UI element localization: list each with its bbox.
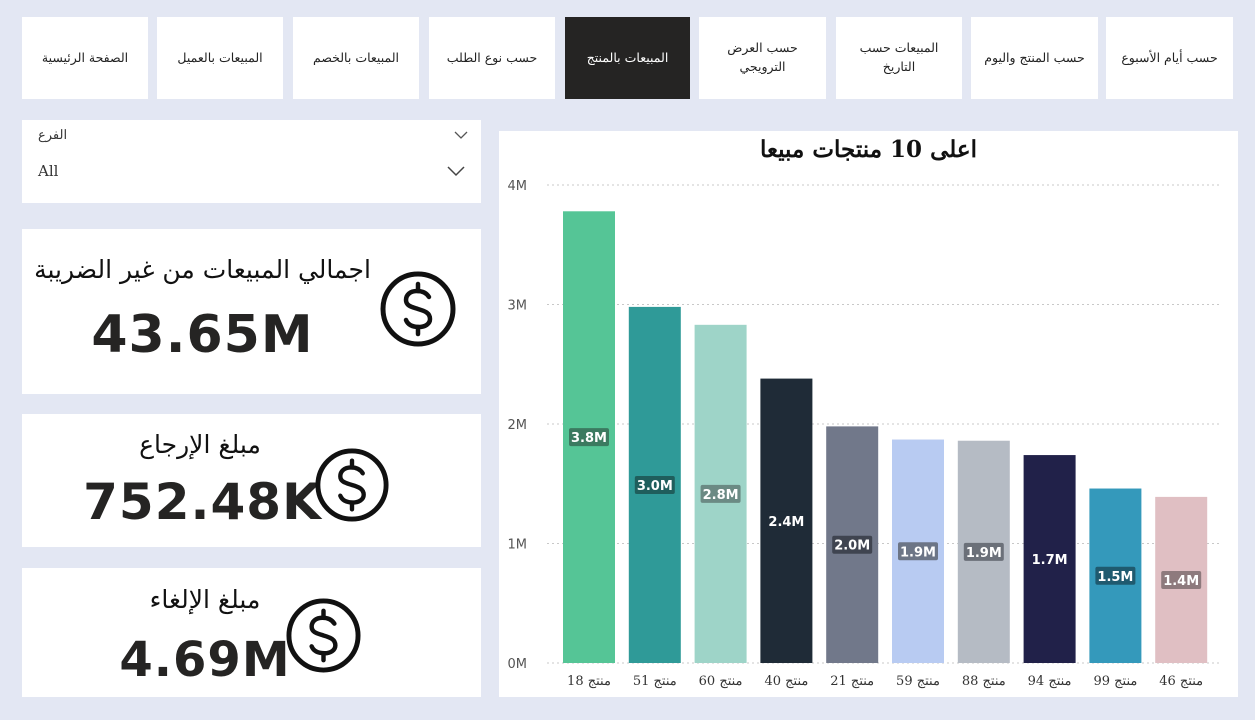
- chevron-down-icon[interactable]: [454, 130, 468, 140]
- data-label: 1.9M: [966, 546, 1002, 561]
- data-label: 1.9M: [900, 545, 936, 560]
- x-tick-label: منتج 94: [1028, 674, 1072, 689]
- nav-tab[interactable]: المبيعات بالعميل: [157, 17, 283, 99]
- data-label-box: [1161, 570, 1202, 589]
- slicer-title: الفرع: [38, 128, 68, 143]
- x-tick-label: منتج 18: [567, 674, 611, 689]
- y-tick-label: 1M: [508, 538, 528, 553]
- nav-tab[interactable]: المبيعات حسب التاريخ: [836, 17, 962, 99]
- chevron-down-icon[interactable]: [447, 165, 465, 177]
- data-label-box: [963, 542, 1004, 561]
- nav-tab[interactable]: حسب العرض الترويجي: [699, 17, 826, 99]
- dollar-icon: [380, 271, 456, 347]
- x-tick-label: منتج 59: [896, 674, 940, 689]
- kpi-card-cancel: [22, 568, 481, 697]
- kpi-label: اجمالي المبيعات من غير الضريبة: [34, 255, 371, 284]
- bar-chart: 0M 1M 2M 3M 4M 3.8M منتج 18 3.0M منتج 51 2.8M منتج…: [508, 179, 1219, 689]
- data-label-box: [1095, 566, 1136, 585]
- data-label-box: [832, 535, 873, 554]
- data-label: 2.8M: [703, 488, 739, 503]
- data-label-box: [766, 511, 807, 530]
- data-label: 2.4M: [768, 515, 804, 530]
- data-label-box: [700, 484, 741, 503]
- nav-tab[interactable]: الصفحة الرئيسية: [22, 17, 148, 99]
- y-tick-label: 4M: [508, 179, 528, 194]
- slicer-value[interactable]: All: [38, 162, 59, 180]
- data-label: 1.5M: [1097, 570, 1133, 585]
- data-label-box: [569, 428, 609, 447]
- x-tick-label: منتج 60: [699, 674, 743, 689]
- data-label: 1.7M: [1032, 553, 1068, 568]
- data-label-box: [634, 475, 675, 494]
- kpi-value: 43.65M: [91, 305, 314, 365]
- y-tick-label: 0M: [508, 657, 528, 672]
- x-tick-label: منتج 99: [1093, 674, 1137, 689]
- dollar-icon: [315, 448, 389, 522]
- x-tick-label: منتج 21: [830, 674, 874, 689]
- dollar-icon: [286, 598, 361, 673]
- x-tick-label: منتج 88: [962, 674, 1006, 689]
- x-tick-label: منتج 40: [764, 674, 808, 689]
- y-tick-label: 2M: [508, 418, 528, 433]
- nav-tab[interactable]: حسب المنتج واليوم: [971, 17, 1098, 99]
- kpi-card-sales: [22, 229, 481, 394]
- nav-tab[interactable]: المبيعات بالخصم: [293, 17, 419, 99]
- kpi-label: مبلغ الإرجاع: [139, 430, 261, 459]
- data-label-box: [1029, 550, 1070, 569]
- x-tick-label: منتج 46: [1159, 674, 1203, 689]
- data-label: 1.4M: [1163, 574, 1199, 589]
- data-label: 2.0M: [834, 539, 870, 554]
- y-tick-label: 3M: [508, 299, 528, 314]
- data-label: 3.0M: [637, 479, 673, 494]
- data-label: 3.8M: [571, 431, 607, 446]
- kpi-card-returns: [22, 414, 481, 547]
- kpi-value: 752.48K: [83, 473, 322, 531]
- nav-tab[interactable]: المبيعات بالمنتج: [565, 17, 690, 99]
- branch-slicer[interactable]: [22, 120, 481, 203]
- x-tick-label: منتج 51: [633, 674, 677, 689]
- nav-tab[interactable]: حسب نوع الطلب: [429, 17, 555, 99]
- chart-title: اعلى 10 منتجات مبيعا: [760, 136, 977, 163]
- kpi-label: مبلغ الإلغاء: [149, 585, 261, 614]
- nav-tab[interactable]: حسب أيام الأسبوع: [1106, 17, 1233, 99]
- data-label-box: [898, 542, 938, 561]
- kpi-value: 4.69M: [119, 632, 291, 688]
